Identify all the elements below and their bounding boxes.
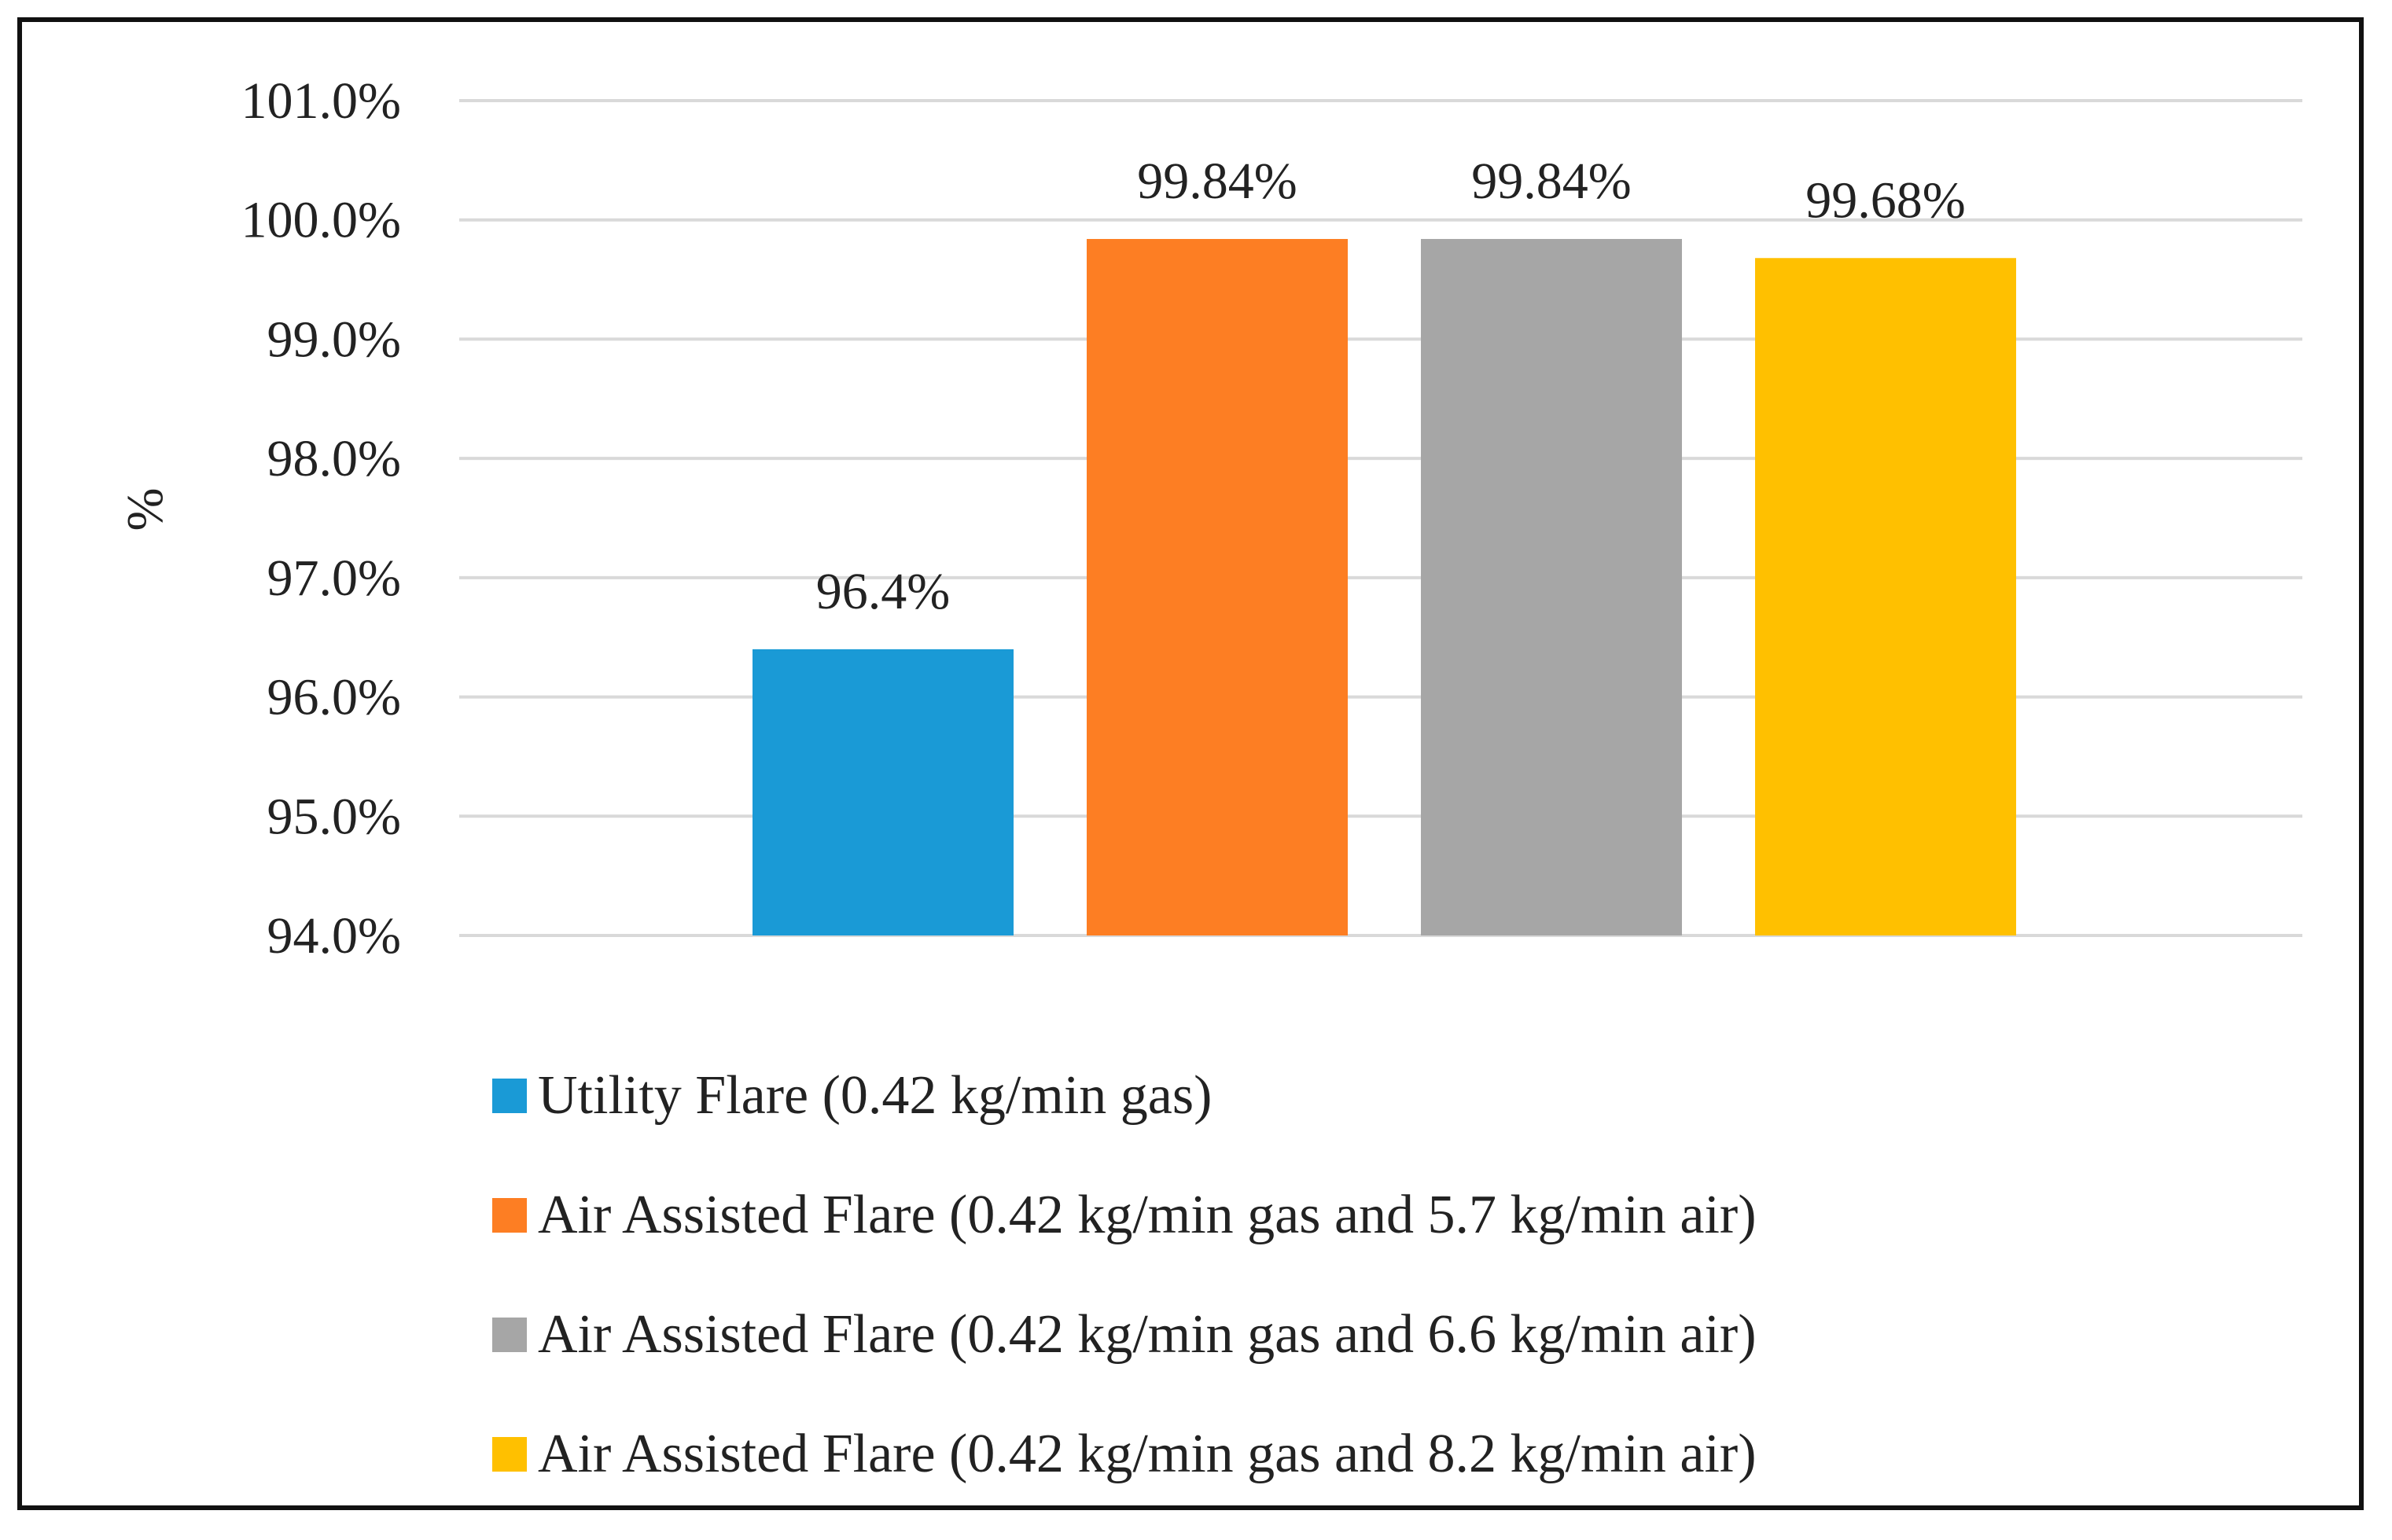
legend: Utility Flare (0.42 kg/min gas) Air Assi… [492,1036,1757,1514]
gridlines [459,99,2302,937]
legend-swatch-utility-flare [492,1079,527,1113]
bar [1087,238,1348,935]
y-tick-label: 95.0% [267,788,401,845]
legend-swatch-air-6-6 [492,1318,527,1352]
legend-item: Utility Flare (0.42 kg/min gas) [492,1036,1757,1156]
bar-value-label: 99.84% [1471,153,1631,210]
y-tick-label: 100.0% [241,192,401,249]
legend-item: Air Assisted Flare (0.42 kg/min gas and … [492,1156,1757,1275]
bar-value-label: 96.4% [816,563,950,620]
bar [1421,238,1682,935]
y-tick-label: 97.0% [267,549,401,607]
bar-value-label: 99.68% [1805,171,1965,229]
y-axis-ticks: 94.0% 95.0% 96.0% 97.0% 98.0% 99.0% 100.0% 101.… [241,72,401,965]
legend-item: Air Assisted Flare (0.42 kg/min gas and … [492,1395,1757,1514]
bars [753,238,2016,936]
y-tick-label: 96.0% [267,669,401,726]
bar [753,649,1014,935]
legend-swatch-air-8-2 [492,1437,527,1472]
legend-label: Air Assisted Flare (0.42 kg/min gas and … [538,1424,1757,1484]
y-tick-label: 94.0% [267,907,401,965]
legend-label: Air Assisted Flare (0.42 kg/min gas and … [538,1185,1757,1245]
bar [1755,258,2016,936]
y-tick-label: 98.0% [267,430,401,487]
chart-frame: 94.0% 95.0% 96.0% 97.0% 98.0% 99.0% 100.0% 101.… [17,17,2364,1510]
data-labels: 96.4% 99.84% 99.84% 99.68% [816,153,1966,620]
legend-label: Air Assisted Flare (0.42 kg/min gas and … [538,1304,1757,1365]
y-tick-label: 99.0% [267,311,401,368]
bar-value-label: 99.84% [1137,153,1297,210]
legend-item: Air Assisted Flare (0.42 kg/min gas and … [492,1275,1757,1395]
y-tick-label: 101.0% [241,72,401,130]
y-axis-label: % [116,488,174,531]
legend-label: Utility Flare (0.42 kg/min gas) [538,1065,1213,1126]
bar-chart: 94.0% 95.0% 96.0% 97.0% 98.0% 99.0% 100.0% 101.… [116,72,2302,965]
legend-swatch-air-5-7 [492,1198,527,1233]
